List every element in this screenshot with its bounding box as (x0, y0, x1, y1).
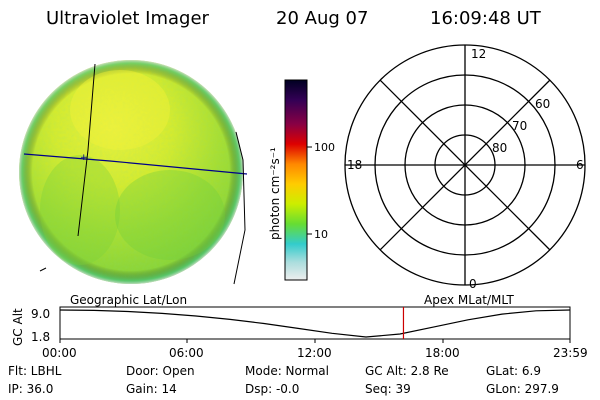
dsp-info: Dsp: -0.0 (245, 382, 300, 396)
orbit-altitude-curve (59, 309, 571, 338)
gain-info: Gain: 14 (126, 382, 177, 396)
svg-text:+: + (80, 153, 88, 163)
seq-info: Seq: 39 (365, 382, 411, 396)
apex-mlat-mlt-label: Apex MLat/MLT (424, 293, 514, 307)
door-info: Door: Open (126, 364, 195, 378)
gc-alt-info: GC Alt: 2.8 Re (365, 364, 449, 378)
x-tick-0600: 06:00 (169, 346, 204, 360)
glon-info: GLon: 297.9 (486, 382, 559, 396)
date-label: 20 Aug 07 (276, 8, 369, 29)
colorbar-gradient (284, 79, 308, 281)
polar-label-18: 18 (347, 158, 362, 172)
polar-label-70: 70 (512, 119, 527, 133)
x-tick-0000: 00:00 (42, 346, 77, 360)
gc-alt-axis-label: GC Alt (11, 308, 25, 346)
y-tick-1-8: 1.8 (31, 330, 50, 344)
earth-disc (19, 60, 243, 284)
instrument-title: Ultraviolet Imager (46, 8, 209, 29)
polar-label-60: 60 (535, 97, 550, 111)
polar-label-12: 12 (471, 47, 486, 61)
x-tick-2359: 23:59 (553, 346, 588, 360)
colorbar-unit-label: photon cm⁻²s⁻¹ (268, 147, 282, 240)
x-tick-1800: 18:00 (425, 346, 460, 360)
polar-label-80: 80 (492, 141, 507, 155)
time-label: 16:09:48 UT (430, 8, 541, 29)
polar-diag-2 (379, 79, 551, 251)
longitude-lines (39, 63, 246, 285)
polar-label-6: 6 (576, 158, 584, 172)
colorbar-tick-10: 10 (314, 228, 328, 241)
mode-info: Mode: Normal (245, 364, 329, 378)
x-tick-1200: 12:00 (297, 346, 332, 360)
ip-info: IP: 36.0 (8, 382, 54, 396)
polar-label-0: 0 (469, 277, 477, 291)
glat-info: GLat: 6.9 (486, 364, 541, 378)
geographic-lat-lon-label: Geographic Lat/Lon (70, 293, 188, 307)
colorbar-tick-100: 100 (314, 141, 335, 154)
y-tick-9-0: 9.0 (31, 307, 50, 321)
geographic-grid-lines (23, 153, 248, 175)
filter-info: Flt: LBHL (8, 364, 62, 378)
